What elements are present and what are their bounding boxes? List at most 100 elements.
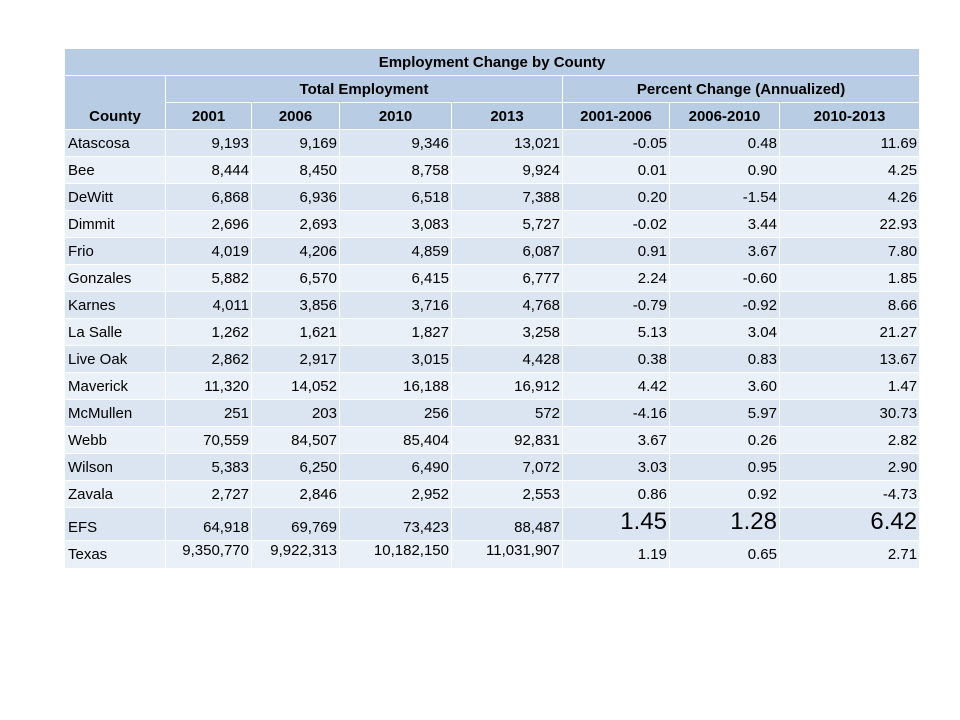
- percent-change-value: 2.71: [778, 540, 921, 569]
- employment-value: 73,423: [339, 507, 452, 541]
- percent-change-value: 1.47: [778, 372, 921, 400]
- employment-value: 6,250: [251, 453, 340, 481]
- employment-value: 6,868: [165, 183, 252, 211]
- percent-change-value: -0.05: [562, 129, 670, 157]
- employment-value: 10,182,150: [339, 540, 452, 569]
- employment-value: 92,831: [451, 426, 563, 454]
- employment-value: 6,518: [339, 183, 452, 211]
- employment-value: 14,052: [251, 372, 340, 400]
- percent-change-value: 0.91: [562, 237, 670, 265]
- employment-value: 9,169: [251, 129, 340, 157]
- percent-change-value: 13.67: [778, 345, 921, 373]
- employment-value: 6,570: [251, 264, 340, 292]
- county-name: Maverick: [64, 372, 166, 400]
- year-header: 2006: [251, 102, 340, 130]
- employment-value: 1,621: [251, 318, 340, 346]
- employment-value: 4,859: [339, 237, 452, 265]
- employment-value: 9,193: [165, 129, 252, 157]
- percent-change-value: -4.73: [778, 480, 921, 508]
- percent-change-value: 0.26: [669, 426, 780, 454]
- percent-change-value: 11.69: [778, 129, 921, 157]
- county-name: Wilson: [64, 453, 166, 481]
- employment-value: 84,507: [251, 426, 340, 454]
- employment-value: 6,936: [251, 183, 340, 211]
- percent-change-value: -1.54: [669, 183, 780, 211]
- employment-value: 16,188: [339, 372, 452, 400]
- table-row: McMullen 251 203 256 572 -4.16 5.97 30.73: [64, 399, 921, 427]
- employment-value: 203: [251, 399, 340, 427]
- year-header: 2013: [451, 102, 563, 130]
- table-title: Employment Change by County: [63, 48, 921, 76]
- percent-change-value: 6.42: [778, 507, 921, 541]
- employment-value: 4,206: [251, 237, 340, 265]
- county-name: Zavala: [64, 480, 166, 508]
- employment-value: 3,716: [339, 291, 452, 319]
- employment-value: 2,693: [251, 210, 340, 238]
- employment-value: 5,882: [165, 264, 252, 292]
- percent-change-value: 0.86: [562, 480, 670, 508]
- percent-change-value: 2.82: [778, 426, 921, 454]
- employment-value: 3,856: [251, 291, 340, 319]
- employment-value: 11,031,907: [451, 540, 563, 569]
- efs-total-row: EFS 64,918 69,769 73,423 88,487 1.45 1.28 6.42: [64, 507, 921, 541]
- employment-value: 7,072: [451, 453, 563, 481]
- employment-value: 6,087: [451, 237, 563, 265]
- percent-change-value: -4.16: [562, 399, 670, 427]
- employment-value: 8,758: [339, 156, 452, 184]
- percent-change-value: 3.03: [562, 453, 670, 481]
- county-name: Atascosa: [64, 129, 166, 157]
- table-row: Frio 4,019 4,206 4,859 6,087 0.91 3.67 7.80: [64, 237, 921, 265]
- employment-value: 2,846: [251, 480, 340, 508]
- employment-value: 2,917: [251, 345, 340, 373]
- employment-value: 3,258: [451, 318, 563, 346]
- county-name: DeWitt: [64, 183, 166, 211]
- employment-value: 88,487: [451, 507, 563, 541]
- table-row: Gonzales 5,882 6,570 6,415 6,777 2.24 -0.60 1.8…: [64, 264, 921, 292]
- table-row: Maverick 11,320 14,052 16,188 16,912 4.42 3.60…: [64, 372, 921, 400]
- county-name: Bee: [64, 156, 166, 184]
- percent-change-value: 1.45: [562, 507, 670, 541]
- percent-change-value: 0.20: [562, 183, 670, 211]
- employment-value: 8,444: [165, 156, 252, 184]
- employment-value: 2,727: [165, 480, 252, 508]
- employment-value: 64,918: [165, 507, 252, 541]
- percent-change-value: 2.90: [778, 453, 921, 481]
- employment-value: 2,952: [339, 480, 452, 508]
- employment-value: 9,924: [451, 156, 563, 184]
- employment-value: 2,553: [451, 480, 563, 508]
- employment-value: 4,428: [451, 345, 563, 373]
- employment-value: 572: [451, 399, 563, 427]
- texas-total-row: Texas 9,350,770 9,922,313 10,182,150 11,031,…: [64, 540, 921, 569]
- period-header: 2006-2010: [669, 102, 780, 130]
- employment-value: 5,383: [165, 453, 252, 481]
- employment-value: 1,262: [165, 318, 252, 346]
- county-name: Frio: [64, 237, 166, 265]
- percent-change-value: 3.67: [562, 426, 670, 454]
- percent-change-value: 8.66: [778, 291, 921, 319]
- employment-value: 8,450: [251, 156, 340, 184]
- percent-change-value: 30.73: [778, 399, 921, 427]
- employment-value: 4,019: [165, 237, 252, 265]
- percent-change-value: -0.92: [669, 291, 780, 319]
- table-body: Atascosa 9,193 9,169 9,346 13,021 -0.05 0.48 11…: [64, 129, 921, 569]
- county-name: La Salle: [64, 318, 166, 346]
- percent-change-value: 4.26: [778, 183, 921, 211]
- table-row: Webb 70,559 84,507 85,404 92,831 3.67 0.26 2.82: [64, 426, 921, 454]
- county-name: Texas: [64, 540, 166, 569]
- employment-value: 13,021: [451, 129, 563, 157]
- percent-change-value: 0.95: [669, 453, 780, 481]
- percent-change-value: 0.01: [562, 156, 670, 184]
- employment-value: 6,490: [339, 453, 452, 481]
- table-row: La Salle 1,262 1,621 1,827 3,258 5.13 3.04 21.2…: [64, 318, 921, 346]
- employment-value: 6,415: [339, 264, 452, 292]
- county-name: Dimmit: [64, 210, 166, 238]
- percent-change-value: 0.38: [562, 345, 670, 373]
- employment-value: 7,388: [451, 183, 563, 211]
- county-name: Webb: [64, 426, 166, 454]
- percent-change-value: 0.65: [669, 540, 780, 569]
- employment-value: 6,777: [451, 264, 563, 292]
- percent-change-value: 5.97: [669, 399, 780, 427]
- employment-value: 85,404: [339, 426, 452, 454]
- percent-change-value: 0.83: [669, 345, 780, 373]
- county-name: Gonzales: [64, 264, 166, 292]
